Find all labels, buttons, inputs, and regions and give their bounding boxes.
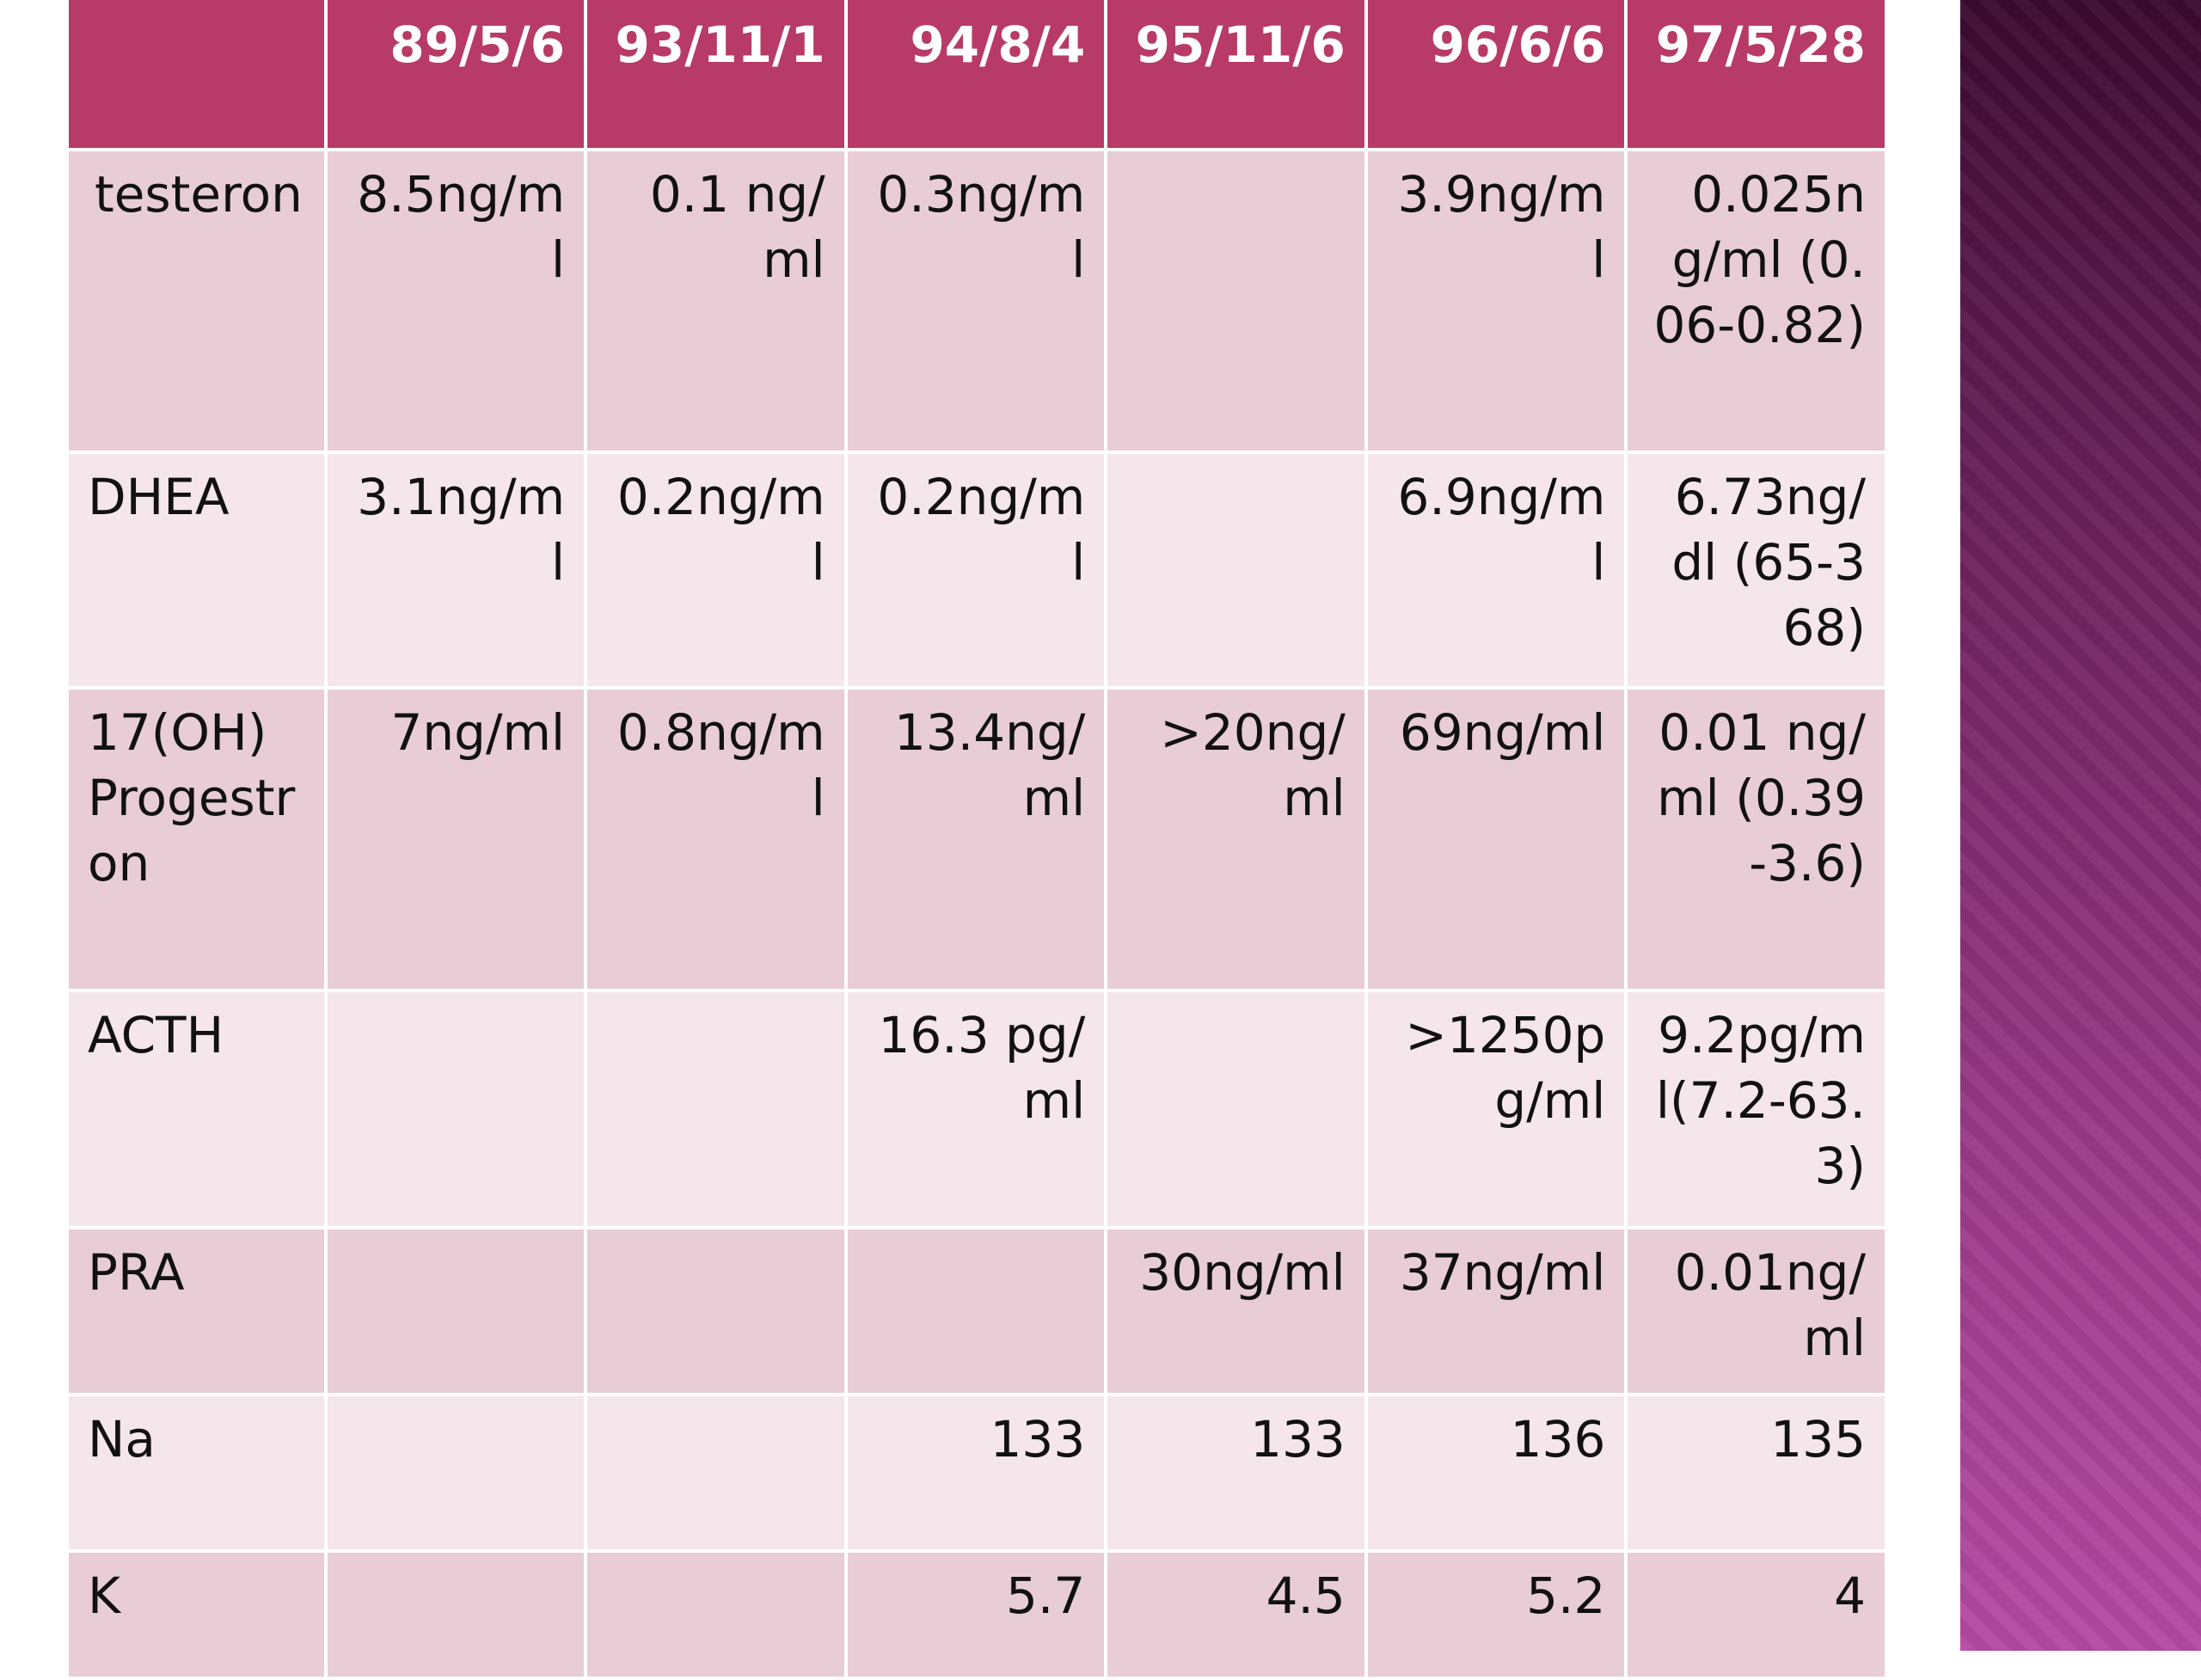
table-cell: >20ng/ml xyxy=(1107,690,1364,989)
table-row-dhea: DHEA 3.1ng/ml 0.2ng/ml 0.2ng/ml 6.9ng/ml… xyxy=(69,454,1885,686)
row-label: DHEA xyxy=(69,454,324,686)
table-cell: 133 xyxy=(1107,1396,1364,1549)
table-cell xyxy=(327,1553,585,1677)
decorative-side-band xyxy=(1960,0,2201,1651)
table-row-testeron: testeron 8.5ng/ml 0.1 ng/ml 0.3ng/ml 3.9… xyxy=(69,151,1885,451)
header-row: 89/5/6 93/11/1 94/8/4 95/11/6 96/6/6 97/… xyxy=(69,0,1885,148)
row-label: PRA xyxy=(69,1229,324,1393)
table-cell xyxy=(327,1396,585,1549)
row-label: K xyxy=(69,1553,324,1677)
table-cell: 0.1 ng/ml xyxy=(587,151,844,451)
table-cell: 13.4ng/ml xyxy=(847,690,1105,989)
table-cell: 0.01 ng/ml (0.39-3.6) xyxy=(1628,690,1885,989)
table-cell xyxy=(1107,151,1364,451)
table-cell xyxy=(587,1229,844,1393)
table-cell: 3.1ng/ml xyxy=(327,454,585,686)
row-label: Na xyxy=(69,1396,324,1549)
row-label: 17(OH) Progestron xyxy=(69,690,324,989)
table-cell: 3.9ng/ml xyxy=(1367,151,1625,451)
table-cell xyxy=(327,992,585,1226)
table-cell: 69ng/ml xyxy=(1367,690,1625,989)
table-cell: 5.7 xyxy=(847,1553,1105,1677)
table-cell: 0.025ng/ml (0.06-0.82) xyxy=(1628,151,1885,451)
table-cell: 0.2ng/ml xyxy=(847,454,1105,686)
table-cell xyxy=(587,1553,844,1677)
header-blank xyxy=(69,0,324,148)
table-row-na: Na 133 133 136 135 xyxy=(69,1396,1885,1549)
table-cell: 133 xyxy=(847,1396,1105,1549)
table-cell: 4 xyxy=(1628,1553,1885,1677)
row-label: testeron xyxy=(69,151,324,451)
header-date: 94/8/4 xyxy=(847,0,1105,148)
table-cell xyxy=(587,1396,844,1549)
table-row-pra: PRA 30ng/ml 37ng/ml 0.01ng/ml xyxy=(69,1229,1885,1393)
table-cell xyxy=(587,992,844,1226)
table-cell: 0.01ng/ml xyxy=(1628,1229,1885,1393)
table-cell: 9.2pg/ml(7.2-63.3) xyxy=(1628,992,1885,1226)
header-date: 96/6/6 xyxy=(1367,0,1625,148)
header-date: 97/5/28 xyxy=(1628,0,1885,148)
table-cell: >1250pg/ml xyxy=(1367,992,1625,1226)
table-cell: 6.73ng/dl (65-368) xyxy=(1628,454,1885,686)
table-cell xyxy=(847,1229,1105,1393)
header-date: 89/5/6 xyxy=(327,0,585,148)
row-label: ACTH xyxy=(69,992,324,1226)
table-row-acth: ACTH 16.3 pg/ml >1250pg/ml 9.2pg/ml(7.2-… xyxy=(69,992,1885,1226)
header-date: 93/11/1 xyxy=(587,0,844,148)
table-row-k: K 5.7 4.5 5.2 4 xyxy=(69,1553,1885,1677)
table-cell: 8.5ng/ml xyxy=(327,151,585,451)
table-cell: 37ng/ml xyxy=(1367,1229,1625,1393)
table-cell: 6.9ng/ml xyxy=(1367,454,1625,686)
table-cell: 5.2 xyxy=(1367,1553,1625,1677)
table-cell xyxy=(1107,992,1364,1226)
table-cell: 135 xyxy=(1628,1396,1885,1549)
table-cell: 0.3ng/ml xyxy=(847,151,1105,451)
table-cell: 30ng/ml xyxy=(1107,1229,1364,1393)
table-cell: 0.2ng/ml xyxy=(587,454,844,686)
table-cell: 7ng/ml xyxy=(327,690,585,989)
table-cell: 16.3 pg/ml xyxy=(847,992,1105,1226)
table-cell: 0.8ng/ml xyxy=(587,690,844,989)
lab-results-table: 89/5/6 93/11/1 94/8/4 95/11/6 96/6/6 97/… xyxy=(65,0,1888,1680)
table-cell xyxy=(1107,454,1364,686)
table-cell: 136 xyxy=(1367,1396,1625,1549)
table-row-17oh-progestron: 17(OH) Progestron 7ng/ml 0.8ng/ml 13.4ng… xyxy=(69,690,1885,989)
header-date: 95/11/6 xyxy=(1107,0,1364,148)
table-cell xyxy=(327,1229,585,1393)
table-cell: 4.5 xyxy=(1107,1553,1364,1677)
